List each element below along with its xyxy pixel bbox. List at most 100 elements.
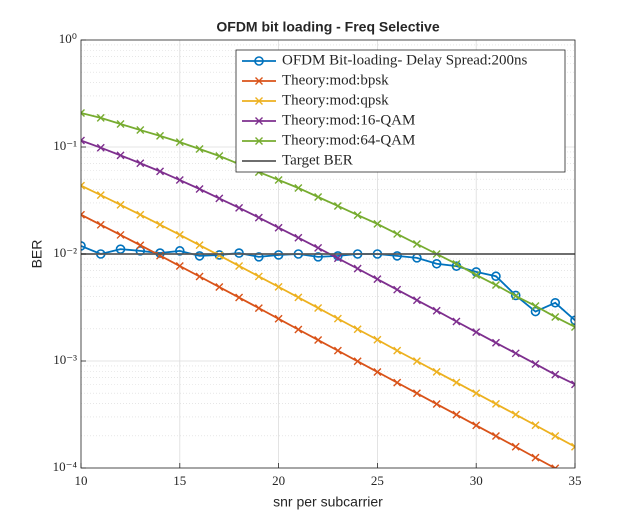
marker	[570, 315, 575, 326]
marker	[353, 264, 362, 273]
marker	[195, 272, 204, 281]
marker-shape	[274, 223, 283, 232]
marker	[274, 282, 283, 291]
marker-shape	[274, 314, 283, 323]
marker	[116, 230, 125, 239]
marker	[412, 357, 421, 366]
marker-shape	[254, 304, 263, 313]
marker-shape	[412, 240, 421, 248]
marker-shape	[393, 346, 402, 355]
marker	[274, 175, 283, 184]
marker	[353, 325, 362, 334]
marker-shape	[314, 336, 323, 345]
marker	[254, 252, 264, 262]
marker	[175, 262, 184, 271]
y-tick-label: 10⁻²	[53, 245, 77, 260]
marker-shape	[353, 211, 362, 220]
marker	[551, 432, 560, 441]
marker-shape	[136, 159, 145, 168]
marker	[353, 211, 362, 220]
marker-shape	[511, 292, 520, 300]
marker	[392, 251, 402, 261]
marker	[491, 271, 501, 282]
marker-shape	[393, 285, 402, 294]
marker-shape	[136, 210, 145, 219]
marker-shape	[294, 183, 303, 192]
legend-label: Theory:mod:qpsk	[282, 92, 389, 108]
marker-shape	[353, 325, 362, 334]
marker-shape	[96, 220, 105, 229]
marker-shape	[511, 442, 520, 451]
marker	[571, 442, 575, 451]
marker	[333, 254, 342, 263]
marker	[136, 126, 145, 135]
marker-shape	[393, 378, 402, 387]
marker	[412, 240, 421, 248]
marker	[81, 210, 85, 219]
marker	[431, 258, 442, 269]
marker-shape	[551, 464, 560, 468]
marker-shape	[472, 328, 481, 337]
marker-shape	[452, 317, 461, 326]
marker	[531, 421, 540, 430]
marker-shape	[373, 275, 382, 284]
marker	[551, 370, 560, 379]
marker-shape	[156, 167, 165, 176]
marker	[255, 137, 263, 145]
marker	[452, 410, 461, 419]
marker	[472, 421, 481, 430]
marker-shape	[551, 432, 560, 441]
marker-shape	[215, 283, 224, 292]
marker	[452, 378, 461, 387]
marker-shape	[551, 370, 560, 379]
x-axis-label: snr per subcarrier	[273, 494, 383, 510]
marker-shape	[116, 230, 125, 239]
marker-shape	[472, 421, 481, 430]
marker	[116, 151, 125, 160]
marker-shape	[195, 185, 204, 193]
marker	[511, 349, 520, 358]
marker	[96, 220, 105, 229]
marker	[255, 77, 263, 85]
marker-shape	[571, 380, 575, 389]
legend-box	[235, 49, 566, 173]
marker	[81, 136, 85, 145]
marker-shape	[136, 126, 145, 135]
marker-shape	[294, 325, 303, 334]
marker	[96, 191, 105, 200]
marker-shape	[531, 453, 540, 462]
marker-shape	[333, 314, 342, 323]
marker	[472, 270, 481, 279]
series-line	[81, 213, 557, 468]
marker-shape	[215, 152, 224, 160]
marker	[551, 312, 560, 321]
marker-shape	[452, 259, 461, 268]
marker	[510, 290, 521, 301]
marker	[215, 152, 224, 160]
marker	[551, 464, 560, 468]
marker	[531, 359, 540, 368]
legend-label: Theory:mod:bpsk	[282, 72, 389, 88]
marker	[511, 410, 520, 419]
marker-shape	[393, 229, 402, 238]
y-tick-label: 10⁻⁴	[53, 459, 78, 474]
marker	[531, 301, 540, 310]
marker-shape	[255, 77, 263, 85]
marker	[393, 229, 402, 238]
marker-shape	[195, 241, 204, 250]
y-tick-label: 10⁰	[59, 31, 77, 46]
marker	[472, 328, 481, 337]
marker-shape	[81, 181, 85, 190]
marker	[116, 200, 125, 209]
marker-shape	[432, 400, 441, 409]
marker-shape	[175, 230, 184, 239]
marker-shape	[472, 389, 481, 398]
y-axis-label: BER	[29, 240, 45, 269]
marker-shape	[255, 117, 263, 125]
marker-shape	[491, 338, 500, 347]
marker-shape	[254, 213, 263, 222]
marker	[255, 97, 263, 105]
marker	[294, 325, 303, 334]
legend-label: Target BER	[282, 152, 353, 168]
chart-title: OFDM bit loading - Freq Selective	[216, 19, 439, 35]
